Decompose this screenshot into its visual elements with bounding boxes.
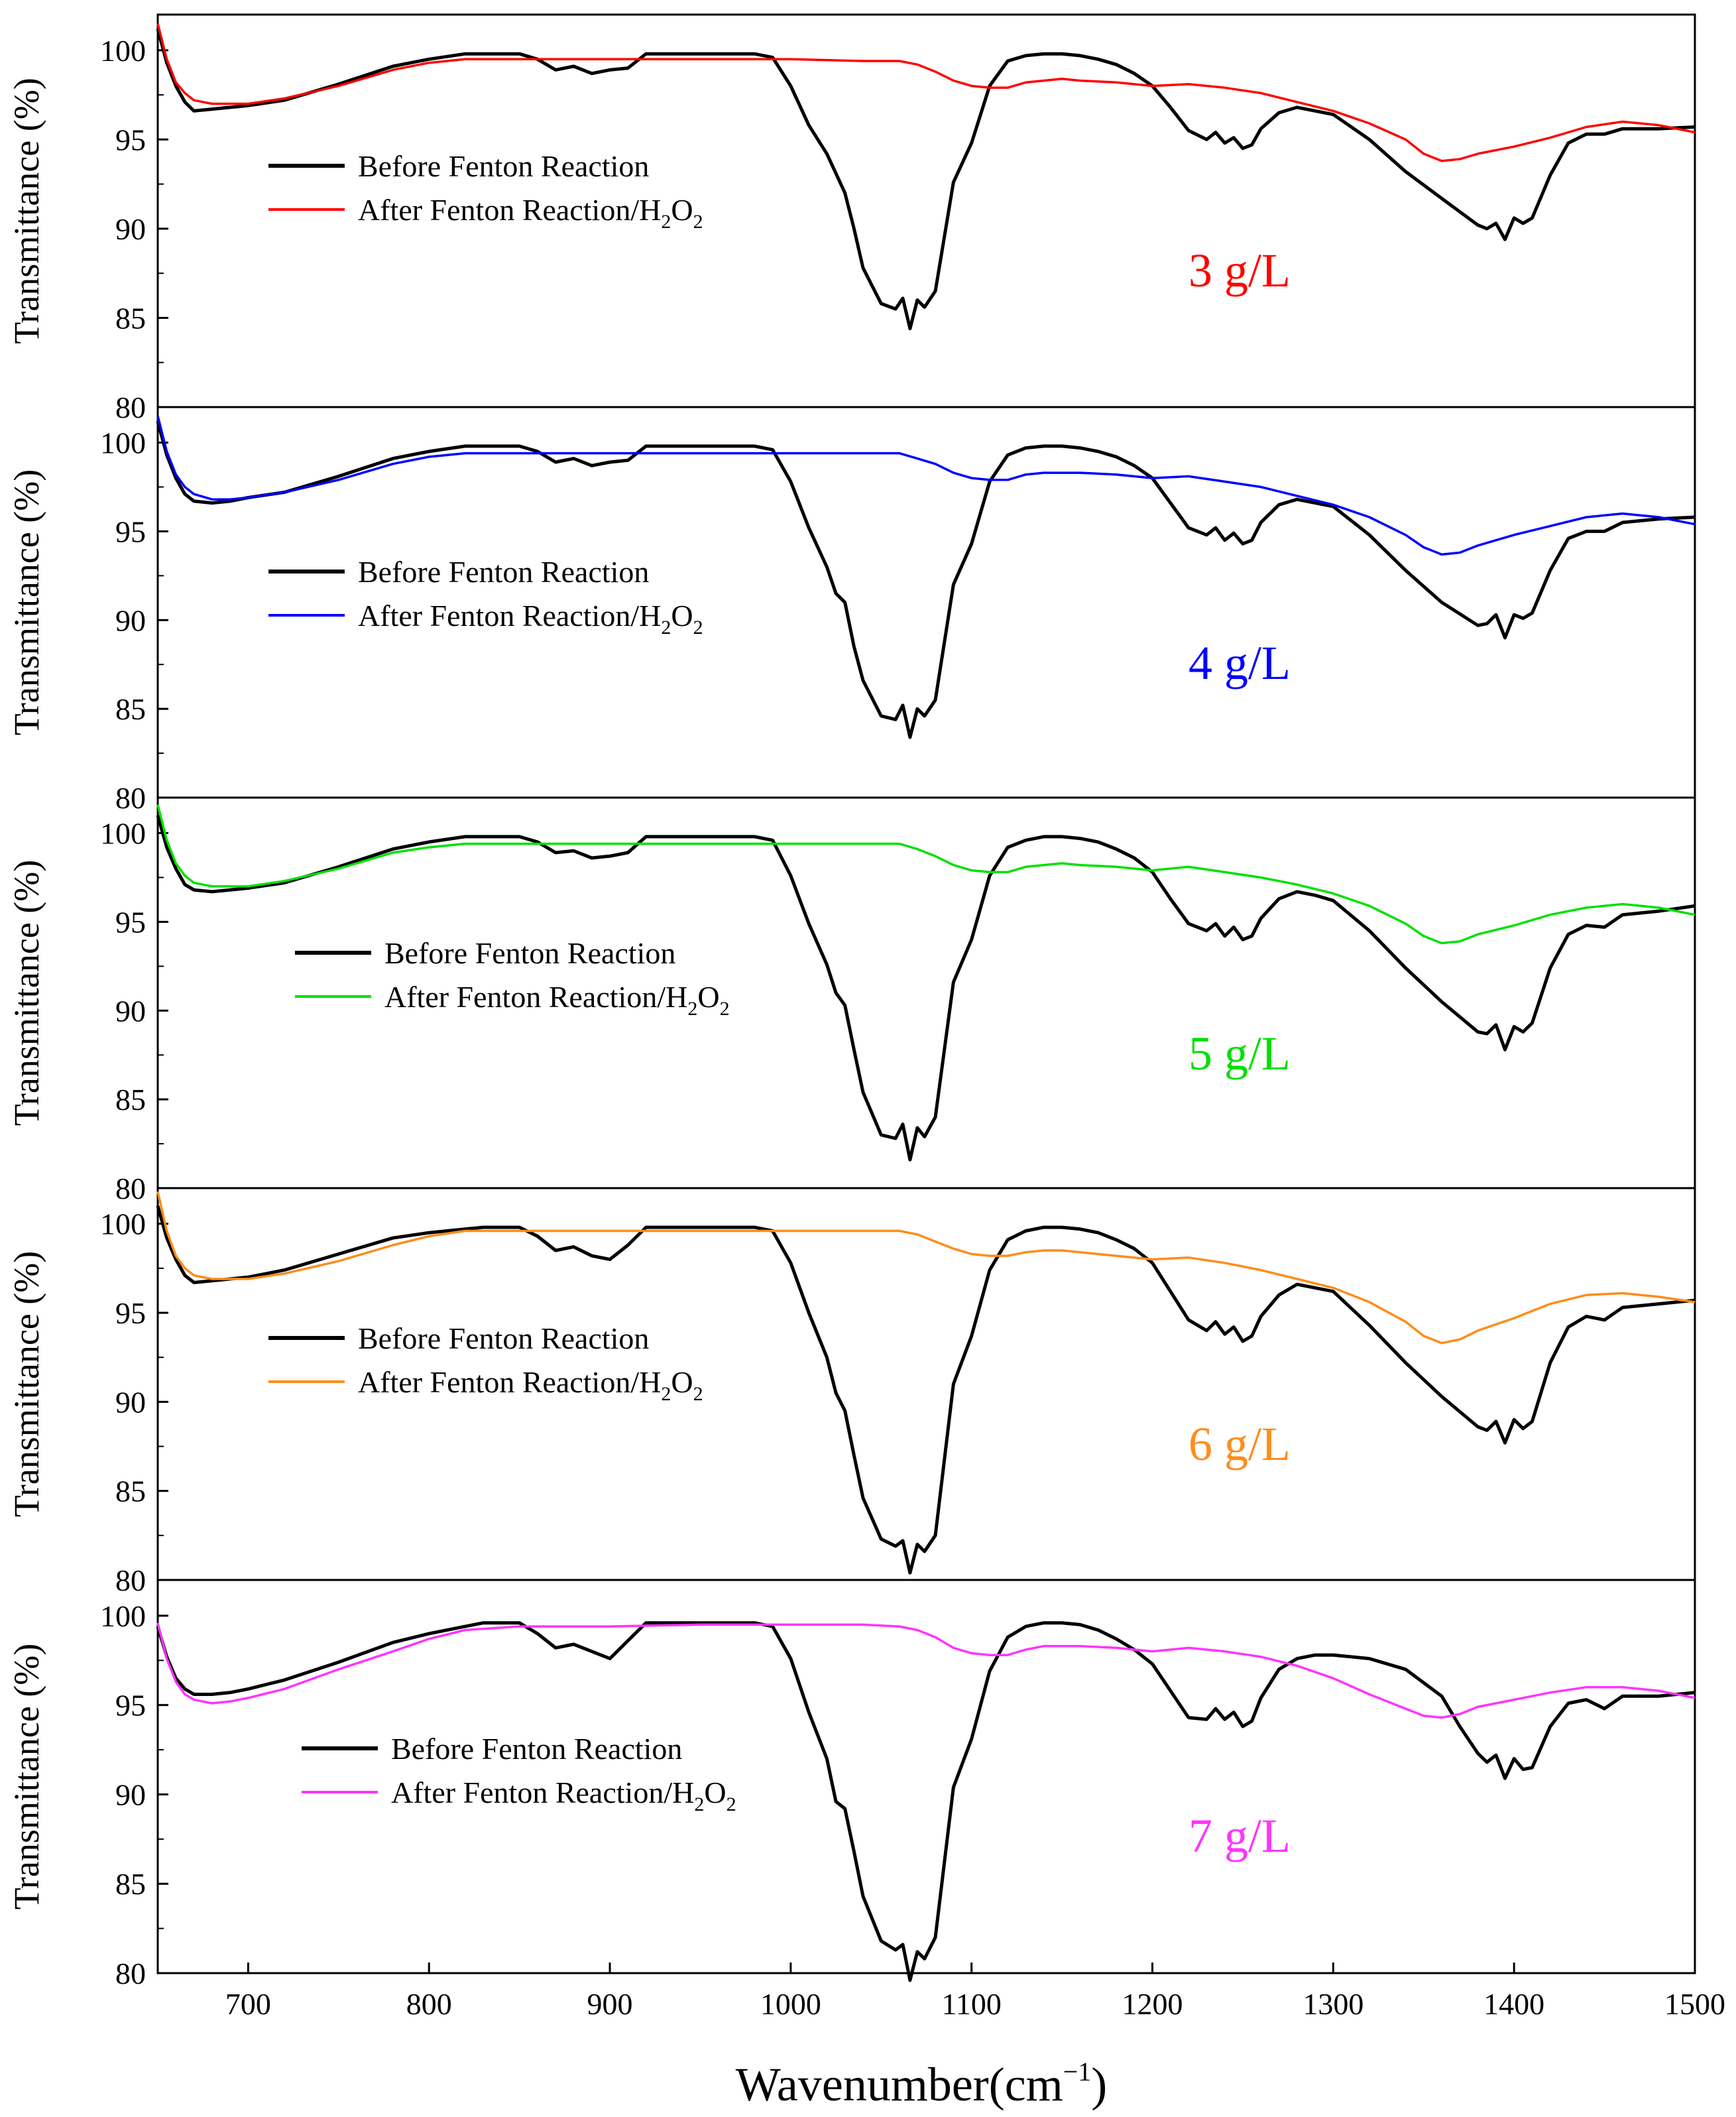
y-tick-label: 100	[100, 426, 146, 460]
y-tick-label: 85	[115, 1475, 146, 1508]
legend-label-before: Before Fenton Reaction	[391, 1732, 682, 1766]
y-tick-label: 90	[115, 994, 146, 1028]
legend: Before Fenton Reaction After Fenton React…	[295, 936, 730, 1020]
y-tick-label: 95	[115, 905, 146, 939]
legend-label-after: After Fenton Reaction/H2O2	[358, 599, 703, 638]
x-tick-label: 1200	[1122, 1987, 1183, 2021]
legend: Before Fenton Reaction After Fenton React…	[268, 555, 703, 638]
series-line-after	[156, 804, 1696, 945]
series-line-after	[156, 1191, 1696, 1345]
x-axis: 700 800 900 1000 1100 1200 1300 1400 1500	[225, 1963, 1725, 2021]
series-line-before	[156, 815, 1696, 1162]
concentration-label: 7 g/L	[1188, 1809, 1291, 1862]
y-tick-label: 95	[115, 1689, 146, 1723]
x-tick-label: 1000	[760, 1987, 821, 2021]
series-line-before	[156, 1621, 1696, 1982]
y-axis-label: Transmittance (%)	[7, 860, 46, 1126]
y-tick-label: 100	[100, 34, 146, 68]
series-line-before	[156, 1205, 1696, 1575]
legend: Before Fenton Reaction After Fenton React…	[268, 149, 703, 233]
legend-label-after: After Fenton Reaction/H2O2	[391, 1776, 736, 1815]
y-tick-label: 90	[115, 1385, 146, 1419]
y-tick-label: 80	[115, 1957, 146, 1990]
y-axis-label: Transmittance (%)	[7, 469, 46, 735]
legend-label-before: Before Fenton Reaction	[358, 555, 649, 589]
y-tick-label: 90	[115, 1778, 146, 1811]
y-tick-label: 80	[115, 1172, 146, 1205]
panel-3gl: 80 85 90 95 100 Transmittance (%) Before Fento…	[7, 13, 1696, 424]
concentration-label: 3 g/L	[1188, 244, 1291, 297]
series-line-after	[156, 415, 1696, 556]
y-axis-label: Transmittance (%)	[7, 1251, 46, 1517]
x-axis-label: Wavenumber(cm−1)	[736, 2057, 1108, 2111]
x-tick-label: 800	[406, 1987, 452, 2021]
legend: Before Fenton Reaction After Fenton React…	[302, 1732, 736, 1815]
legend-label-after: After Fenton Reaction/H2O2	[358, 193, 703, 233]
plot-frame	[156, 1579, 1696, 1974]
y-tick-label: 80	[115, 781, 146, 815]
x-tick-label: 700	[225, 1987, 271, 2021]
series-line-before	[156, 420, 1696, 739]
y-tick-label: 90	[115, 603, 146, 637]
series-line-after	[156, 1622, 1696, 1719]
x-tick-label: 1500	[1664, 1987, 1725, 2021]
y-tick-label: 100	[100, 1599, 146, 1633]
y-tick-label: 90	[115, 212, 146, 246]
y-tick-label: 95	[115, 123, 146, 156]
panel-5gl: 80 85 90 95 100 Transmittance (%) Before Fento…	[7, 796, 1696, 1205]
series-line-after	[156, 23, 1696, 162]
concentration-label: 5 g/L	[1188, 1027, 1291, 1080]
x-tick-label: 900	[587, 1987, 633, 2021]
legend-label-after: After Fenton Reaction/H2O2	[358, 1365, 703, 1405]
y-tick-label: 85	[115, 301, 146, 335]
y-tick-label: 85	[115, 1083, 146, 1117]
y-tick-label: 95	[115, 514, 146, 548]
concentration-label: 4 g/L	[1188, 636, 1291, 690]
panel-7gl: 80 85 90 95 100 Transmittance (%) Before Fento…	[7, 1579, 1696, 1990]
x-tick-label: 1100	[942, 1987, 1002, 2021]
panel-4gl: 80 85 90 95 100 Transmittance (%) Before Fento…	[7, 406, 1696, 815]
y-tick-label: 80	[115, 391, 146, 424]
y-tick-label: 100	[100, 817, 146, 851]
y-tick-label: 80	[115, 1563, 146, 1597]
series-line-before	[156, 28, 1696, 331]
x-tick-label: 1400	[1483, 1987, 1544, 2021]
x-tick-label: 1300	[1302, 1987, 1363, 2021]
legend: Before Fenton Reaction After Fenton React…	[268, 1321, 703, 1405]
y-axis-label: Transmittance (%)	[7, 78, 46, 343]
legend-label-before: Before Fenton Reaction	[358, 1321, 649, 1355]
y-tick-label: 100	[100, 1207, 146, 1241]
y-axis-label: Transmittance (%)	[7, 1644, 46, 1909]
legend-label-before: Before Fenton Reaction	[358, 149, 649, 183]
legend-label-after: After Fenton Reaction/H2O2	[384, 980, 730, 1020]
concentration-label: 6 g/L	[1188, 1418, 1291, 1471]
y-tick-label: 85	[115, 692, 146, 726]
panel-6gl: 80 85 90 95 100 Transmittance (%) Before Fento…	[7, 1187, 1696, 1597]
legend-label-before: Before Fenton Reaction	[384, 936, 675, 970]
y-tick-label: 85	[115, 1867, 146, 1901]
y-tick-label: 95	[115, 1296, 146, 1330]
